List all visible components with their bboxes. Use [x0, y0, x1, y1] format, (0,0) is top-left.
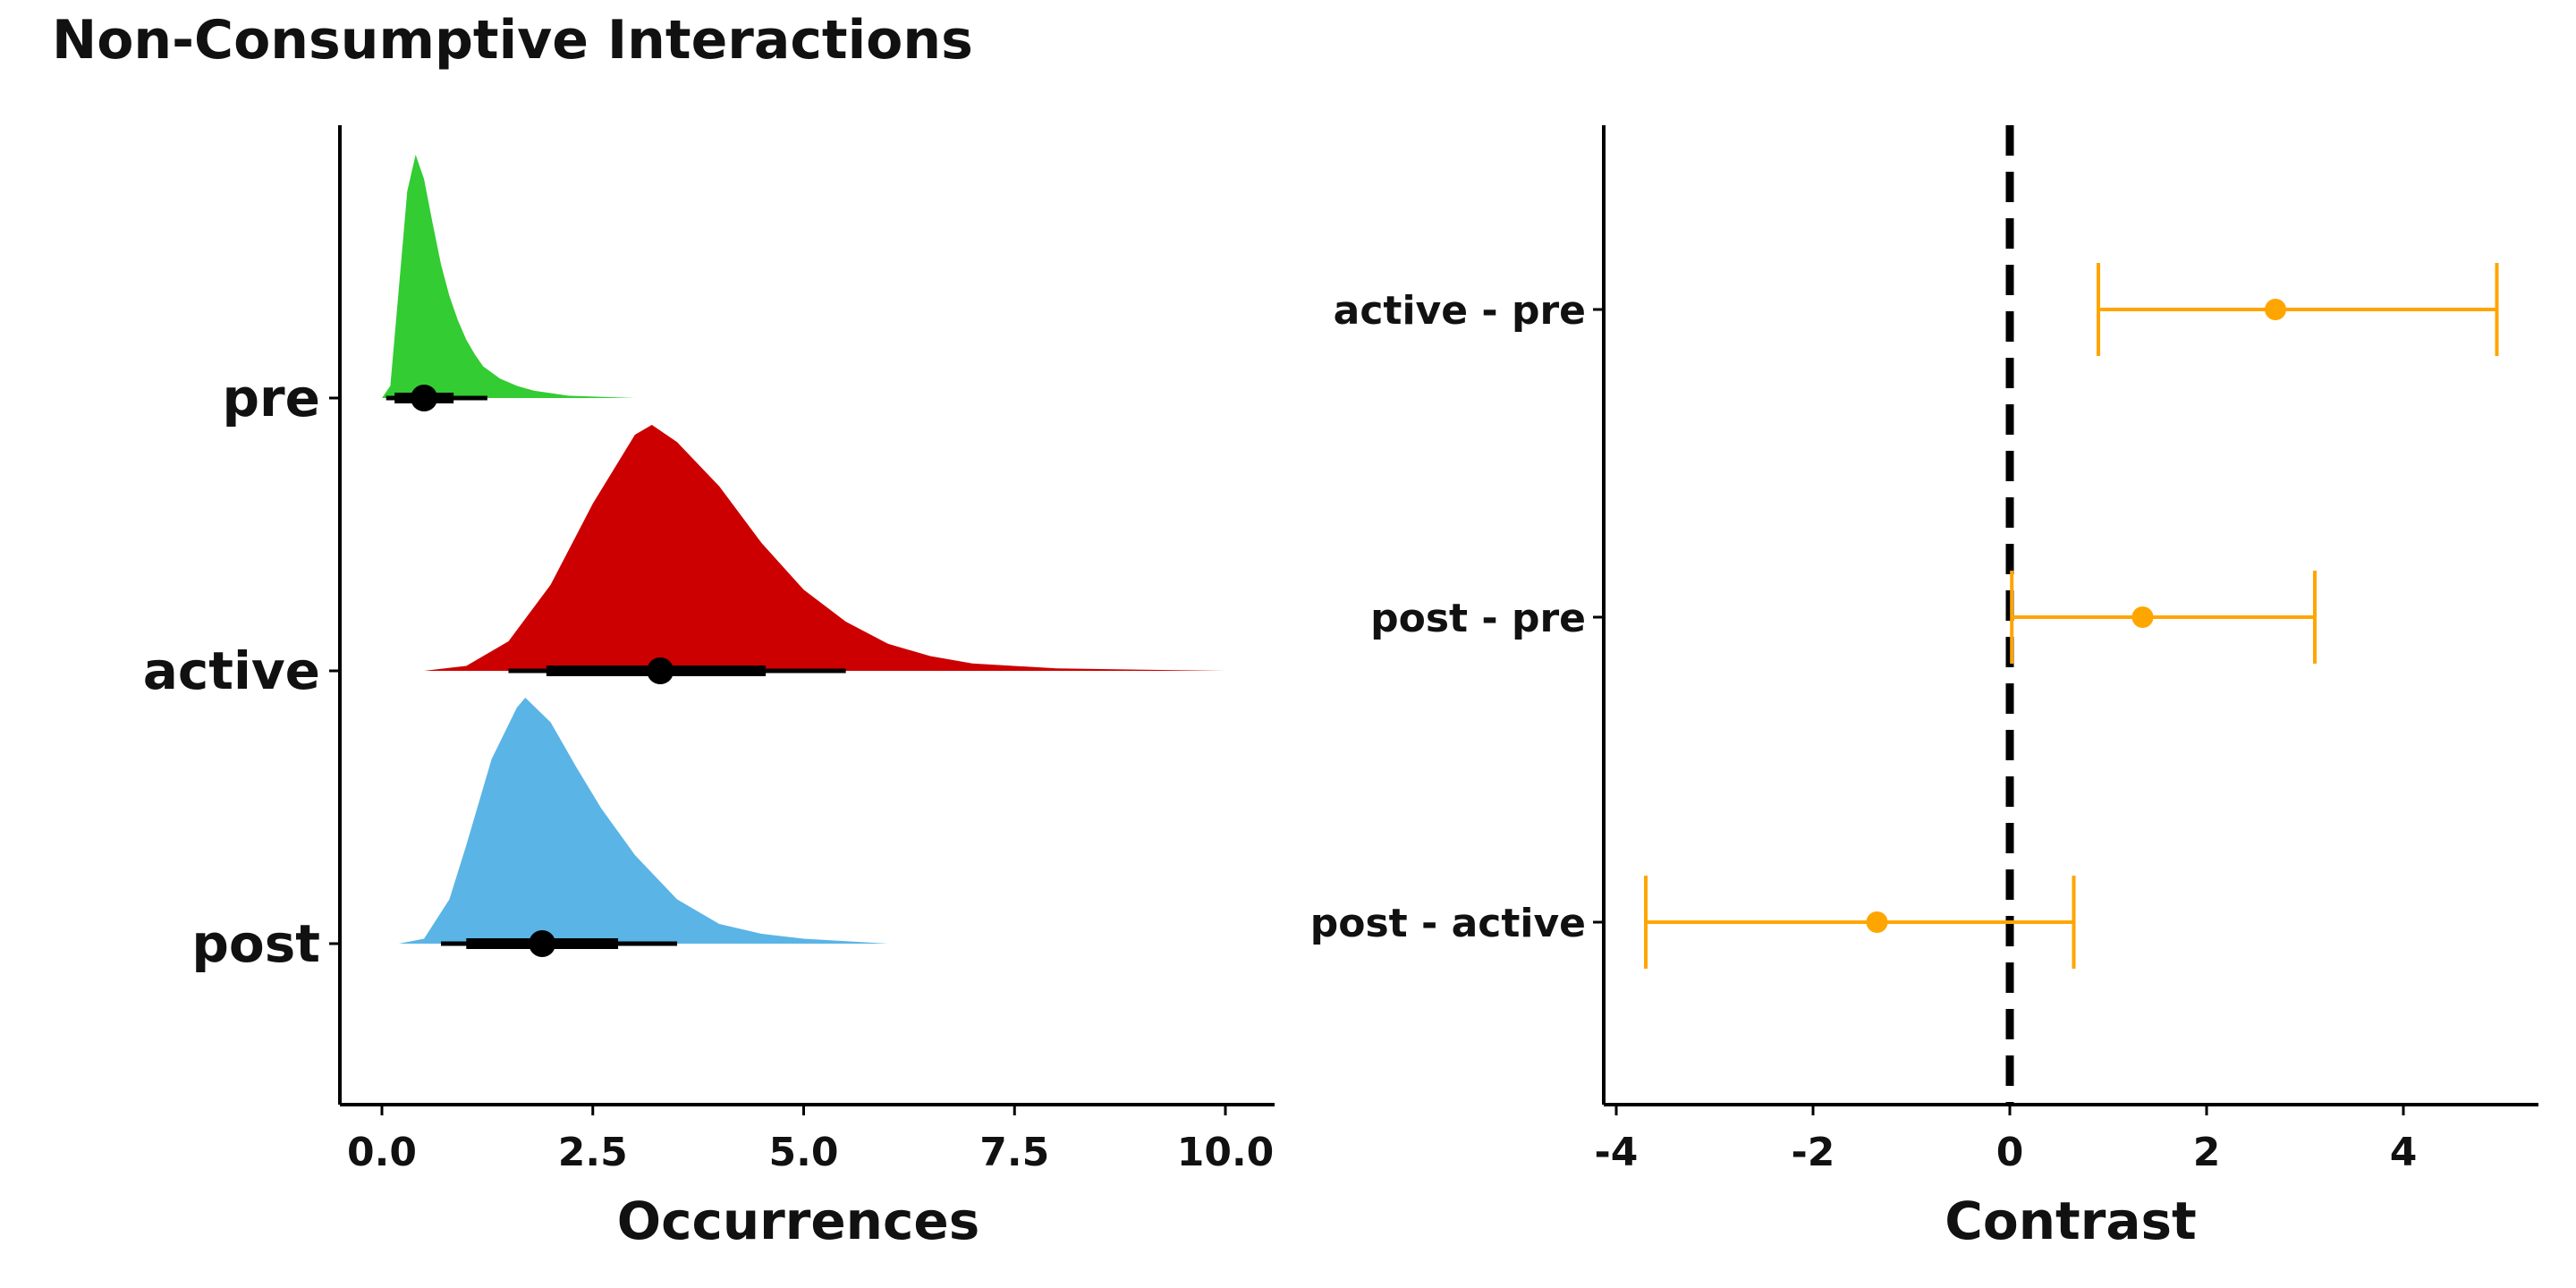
- density-pre: [382, 155, 635, 398]
- x-axis-title: Contrast: [1945, 1191, 2196, 1251]
- y-tick-label-pre: pre: [223, 368, 320, 428]
- x-tick-label: 2: [2193, 1130, 2221, 1175]
- estimate-point: [2131, 606, 2154, 628]
- y-tick-label: post - pre: [1370, 596, 1586, 641]
- estimate-point: [2265, 299, 2286, 320]
- x-tick-label: 10.0: [1177, 1130, 1275, 1175]
- x-tick-label: 0: [1996, 1130, 2024, 1175]
- x-tick-label: 2.5: [558, 1130, 628, 1175]
- y-tick-label: active - pre: [1334, 288, 1586, 334]
- median-point-pre: [411, 385, 438, 411]
- y-tick-label-post: post: [191, 913, 320, 974]
- density-post: [398, 698, 888, 944]
- x-tick-label: 4: [2390, 1130, 2418, 1175]
- x-tick-label: 0.0: [347, 1130, 417, 1175]
- x-tick-label: 7.5: [979, 1130, 1049, 1175]
- chart-title: Non-Consumptive Interactions: [52, 9, 973, 72]
- median-point-post: [529, 930, 556, 957]
- x-tick-label: 5.0: [769, 1130, 839, 1175]
- left-panel-halfeye: pre active post 0.0 2.5 5.0 7.5 10.0 Occurrences: [143, 125, 1275, 1251]
- right-panel-contrasts: active - pre post - pre post - active -4 -2 0…: [1310, 125, 2538, 1251]
- x-tick-label: -4: [1595, 1130, 1639, 1175]
- y-tick-label-active: active: [143, 640, 320, 701]
- estimate-point: [1866, 911, 1888, 933]
- x-tick-label: -2: [1792, 1130, 1835, 1175]
- density-active: [424, 425, 1226, 671]
- x-axis-title: Occurrences: [617, 1191, 979, 1251]
- y-tick-label: post - active: [1310, 901, 1586, 946]
- median-point-active: [647, 657, 674, 684]
